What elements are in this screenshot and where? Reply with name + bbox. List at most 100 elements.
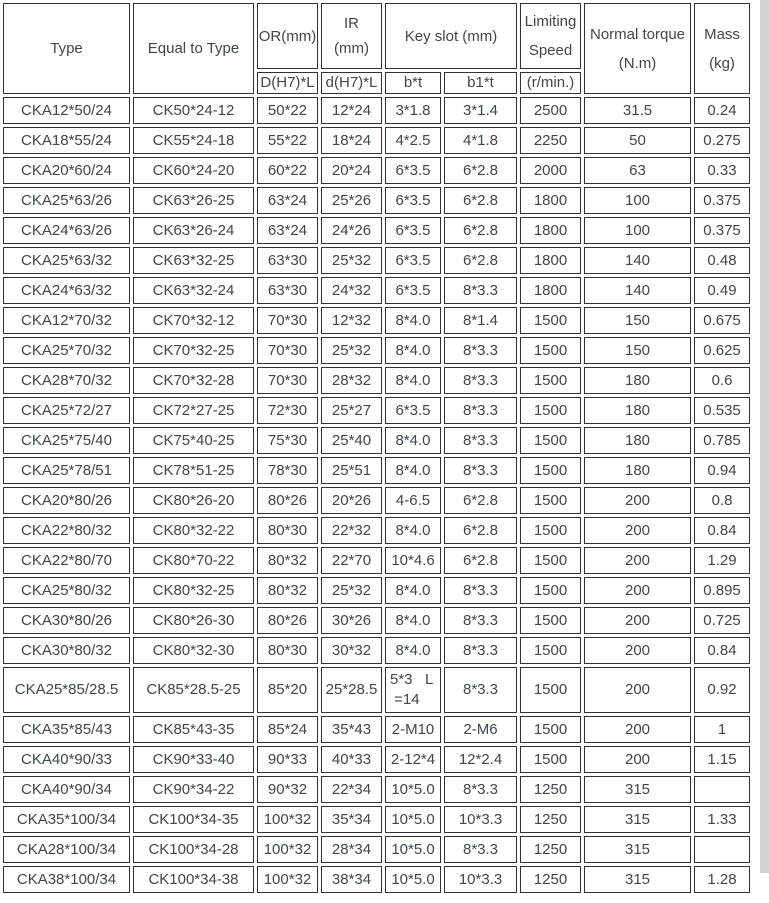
cell-type: CKA24*63/32 <box>3 277 130 304</box>
cell-speed: 1800 <box>520 277 582 304</box>
cell-or: 80*32 <box>257 577 318 604</box>
cell-b1t: 8*3.3 <box>444 607 518 634</box>
header-row-sub: D(H7)*L d(H7)*L b*t b1*t (r/min.) <box>3 72 750 94</box>
cell-torque: 200 <box>584 637 692 664</box>
cell-ir: 24*26 <box>321 217 382 244</box>
cell-b1t: 2-M6 <box>444 716 518 743</box>
table-row: CKA25*63/32 CK63*32-25 63*30 25*32 6*3.5 6*2.… <box>3 247 751 274</box>
cell-mass: 0.8 <box>694 487 751 514</box>
cell-b1t: 6*2.8 <box>444 487 518 514</box>
cell-type: CKA25*78/51 <box>3 457 130 484</box>
table-row: CKA40*90/33 CK90*33-40 90*33 40*33 2-12*4 12*… <box>3 746 751 773</box>
cell-bt: 10*5.0 <box>385 836 441 863</box>
table-row: CKA30*80/32 CK80*32-30 80*30 30*32 8*4.0 8*3.… <box>3 637 751 664</box>
cell-equal_to_type: CK70*32-28 <box>133 367 254 394</box>
cell-torque: 140 <box>584 277 692 304</box>
table-row: CKA24*63/26 CK63*26-24 63*24 24*26 6*3.5 6*2.… <box>3 217 751 244</box>
cell-bt: 4*2.5 <box>385 127 441 154</box>
cell-mass: 0.24 <box>694 97 751 124</box>
cell-torque: 150 <box>584 307 692 334</box>
col-header-or-mm: OR(mm) <box>257 3 318 69</box>
cell-equal_to_type: CK63*26-25 <box>133 187 254 214</box>
cell-b1t: 8*3.3 <box>444 277 518 304</box>
cell-mass: 0.625 <box>694 337 751 364</box>
cell-mass: 0.785 <box>694 427 751 454</box>
table-row: CKA28*70/32 CK70*32-28 70*30 28*32 8*4.0 8*3.… <box>3 367 751 394</box>
specification-table: Type Equal to Type OR(mm) IR (mm) Key sl… <box>3 3 751 893</box>
cell-type: CKA35*100/34 <box>3 806 130 833</box>
cell-equal_to_type: CK70*32-12 <box>133 307 254 334</box>
cell-or: 90*33 <box>257 746 318 773</box>
cell-ir: 38*34 <box>321 866 382 893</box>
cell-torque: 31.5 <box>584 97 692 124</box>
cell-ir: 22*70 <box>321 547 382 574</box>
cell-ir: 25*32 <box>321 247 382 274</box>
cell-torque: 100 <box>584 187 692 214</box>
table-row: CKA28*100/34 CK100*34-28 100*32 28*34 10*5.0… <box>3 836 751 863</box>
cell-type: CKA25*72/27 <box>3 397 130 424</box>
cell-type: CKA35*85/43 <box>3 716 130 743</box>
cell-mass: 1.15 <box>694 746 751 773</box>
cell-mass: 0.84 <box>694 637 751 664</box>
cell-b1t: 10*3.3 <box>444 866 518 893</box>
cell-torque: 200 <box>584 517 692 544</box>
table-row: CKA30*80/26 CK80*26-30 80*26 30*26 8*4.0 8*3.… <box>3 607 751 634</box>
cell-ir: 18*24 <box>321 127 382 154</box>
cell-ir: 22*34 <box>321 776 382 803</box>
cell-speed: 1500 <box>520 427 582 454</box>
table-row: CKA20*80/26 CK80*26-20 80*26 20*26 4-6.5 6*2.… <box>3 487 751 514</box>
cell-b1t: 10*3.3 <box>444 806 518 833</box>
cell-bt: 8*4.0 <box>385 517 441 544</box>
table-row: CKA25*72/27 CK72*27-25 72*30 25*27 6*3.5 8*3.… <box>3 397 751 424</box>
cell-or: 55*22 <box>257 127 318 154</box>
cell-equal_to_type: CK70*32-25 <box>133 337 254 364</box>
cell-or: 50*22 <box>257 97 318 124</box>
table-row: CKA35*85/43 CK85*43-35 85*24 35*43 2-M10 2-M6… <box>3 716 751 743</box>
cell-type: CKA25*85/28.5 <box>3 667 130 713</box>
cell-or: 63*30 <box>257 247 318 274</box>
table-row: CKA18*55/24 CK55*24-18 55*22 18*24 4*2.5 4*1.… <box>3 127 751 154</box>
table-row: CKA25*63/26 CK63*26-25 63*24 25*26 6*3.5 6*2.… <box>3 187 751 214</box>
cell-type: CKA25*80/32 <box>3 577 130 604</box>
cell-or: 80*26 <box>257 487 318 514</box>
cell-or: 85*20 <box>257 667 318 713</box>
cell-equal_to_type: CK63*26-24 <box>133 217 254 244</box>
cell-or: 63*24 <box>257 217 318 244</box>
col-subheader-b-t: b*t <box>385 72 441 94</box>
cell-equal_to_type: CK100*34-38 <box>133 866 254 893</box>
cell-mass: 0.92 <box>694 667 751 713</box>
cell-speed: 2250 <box>520 127 582 154</box>
cell-bt: 8*4.0 <box>385 307 441 334</box>
cell-equal_to_type: CK90*34-22 <box>133 776 254 803</box>
cell-ir: 25*32 <box>321 577 382 604</box>
cell-bt: 6*3.5 <box>385 397 441 424</box>
cell-equal_to_type: CK80*32-22 <box>133 517 254 544</box>
cell-mass: 1.29 <box>694 547 751 574</box>
cell-torque: 200 <box>584 547 692 574</box>
cell-ir: 12*24 <box>321 97 382 124</box>
cell-torque: 100 <box>584 217 692 244</box>
cell-bt: 8*4.0 <box>385 337 441 364</box>
cell-mass: 0.6 <box>694 367 751 394</box>
cell-or: 85*24 <box>257 716 318 743</box>
cell-speed: 1500 <box>520 367 582 394</box>
cell-type: CKA20*80/26 <box>3 487 130 514</box>
cell-type: CKA12*50/24 <box>3 97 130 124</box>
cell-or: 60*22 <box>257 157 318 184</box>
cell-speed: 1500 <box>520 607 582 634</box>
cell-ir: 28*32 <box>321 367 382 394</box>
cell-ir: 20*24 <box>321 157 382 184</box>
table-row: CKA25*78/51 CK78*51-25 78*30 25*51 8*4.0 8*3.… <box>3 457 751 484</box>
cell-bt: 10*4.6 <box>385 547 441 574</box>
cell-type: CKA24*63/26 <box>3 217 130 244</box>
cell-or: 100*32 <box>257 836 318 863</box>
cell-speed: 1800 <box>520 247 582 274</box>
cell-mass <box>694 776 751 803</box>
table-row: CKA25*70/32 CK70*32-25 70*30 25*32 8*4.0 8*3.… <box>3 337 751 364</box>
table-row: CKA25*80/32 CK80*32-25 80*32 25*32 8*4.0 8*3.… <box>3 577 751 604</box>
cell-mass: 0.33 <box>694 157 751 184</box>
cell-mass <box>694 836 751 863</box>
table-row: CKA22*80/32 CK80*32-22 80*30 22*32 8*4.0 6*2.… <box>3 517 751 544</box>
cell-torque: 50 <box>584 127 692 154</box>
